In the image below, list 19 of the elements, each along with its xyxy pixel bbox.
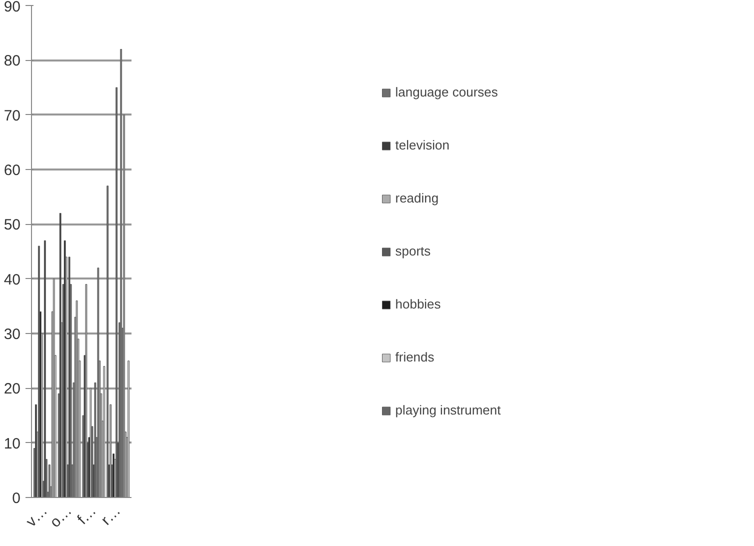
y-tick-label: 20 [4, 380, 21, 398]
y-tick-label: 40 [4, 271, 21, 288]
y-tick-label: 60 [4, 162, 21, 179]
legend-label: sports [395, 244, 431, 258]
legend-label: reading [395, 190, 439, 206]
y-tick-label: 0 [12, 490, 20, 507]
legend-label: friends [395, 350, 434, 364]
y-tick-label: 70 [4, 107, 21, 124]
x-tick-label: r… [98, 502, 124, 529]
y-tick-label: 90 [4, 0, 21, 16]
legend-label: language courses [395, 84, 498, 100]
x-tick-label: f… [74, 502, 100, 528]
y-tick-label: 10 [4, 435, 21, 452]
legend-label: television [395, 138, 450, 152]
y-tick-label: 50 [4, 216, 21, 234]
legend-label: hobbies [395, 296, 441, 312]
legend-label: playing instrument [395, 402, 501, 418]
y-tick-label: 80 [4, 52, 21, 70]
y-tick-label: 30 [4, 326, 21, 343]
